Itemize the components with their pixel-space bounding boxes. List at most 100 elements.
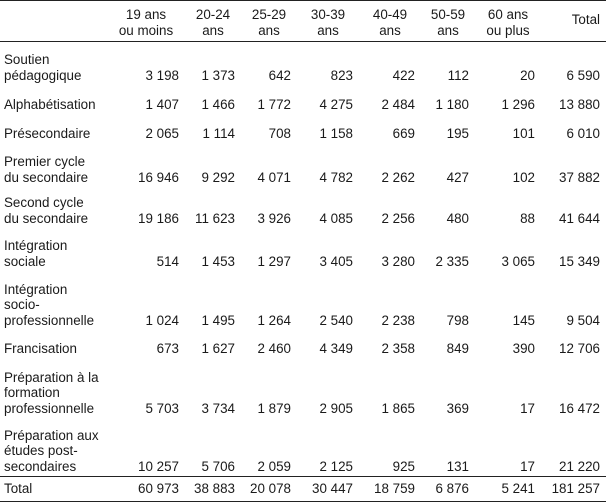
table-cell: 4 085 [319,210,353,226]
total-cell: 20 078 [250,481,291,497]
table-row: Préparation aux études post- secondaires… [0,418,606,477]
header-cell-25-29: 25-29 ans [251,7,287,38]
row-label: Francisation [4,340,77,356]
header-cell-label [0,1,107,42]
table-cell: 101 [512,125,535,141]
table-row: Soutien pédagogique 3 198 1 373 642 823 422 11… [0,42,606,85]
table-cell: 422 [392,67,415,83]
table-cell: 1 627 [201,340,235,356]
table-cell: 112 [447,67,469,83]
table-cell: 15 349 [559,253,600,269]
row-label: Préparation à la formation professionnel… [4,369,99,416]
table-cell: 2 262 [381,169,415,185]
table-cell: 669 [392,125,415,141]
table-cell: 2 484 [381,96,415,112]
table-cell: 5 703 [145,400,179,416]
header-cell-19-or-less: 19 ans ou moins [118,7,174,38]
row-label: Intégration socio- professionnelle [4,281,95,328]
total-cell: 30 447 [312,481,353,497]
table-cell: 1 865 [381,400,415,416]
table-cell: 4 071 [257,169,291,185]
table-cell: 642 [268,67,291,83]
table-cell: 798 [446,312,469,328]
table-cell: 10 257 [138,458,179,474]
table-cell: 16 946 [138,169,179,185]
row-label: Présecondaire [4,125,91,141]
table-cell: 390 [512,340,535,356]
header-cell-40-49: 40-49 ans [372,7,408,38]
table-row: Second cycle du secondaire 19 186 11 623 3 … [0,186,606,229]
table-cell: 849 [446,340,469,356]
header-cell-20-24: 20-24 ans [195,7,231,38]
table-cell: 1 296 [501,96,535,112]
total-row: Total 60 973 38 883 20 078 30 447 18 759 6 876… [0,476,606,502]
table-cell: 708 [268,125,291,141]
header-cell-50-59: 50-59 ans [430,7,466,38]
table-cell: 3 405 [319,253,353,269]
table-cell: 4 782 [319,169,353,185]
table-cell: 12 706 [559,340,600,356]
table-cell: 21 220 [559,458,600,474]
table-row: Intégration socio- professionnelle 1 024 1… [0,272,606,329]
table-cell: 19 186 [138,210,179,226]
total-row-label: Total [4,481,33,497]
table-cell: 3 926 [257,210,291,226]
table-cell: 102 [512,169,535,185]
table-cell: 5 706 [201,458,235,474]
table-cell: 2 460 [257,340,291,356]
table-cell: 2 125 [319,458,353,474]
table-cell: 6 590 [566,67,600,83]
table-cell: 2 065 [145,125,179,141]
header-cell-60-or-more: 60 ans ou plus [486,7,530,38]
header-cell-total: Total [571,11,600,27]
header-row: 19 ans ou moins 20-24 ans 25-29 ans 30-3… [0,0,606,42]
table-cell: 16 472 [559,400,600,416]
table-row: Alphabétisation 1 407 1 466 1 772 4 275 2 484… [0,84,606,115]
table-cell: 4 349 [319,340,353,356]
table-cell: 823 [330,67,353,83]
table-cell: 925 [392,458,415,474]
table-cell: 9 292 [201,169,235,185]
table-cell: 88 [520,210,535,226]
table-cell: 1 158 [319,125,353,141]
table-cell: 11 623 [195,210,235,226]
table-cell: 6 010 [566,125,600,141]
table-cell: 1 453 [201,253,235,269]
table-cell: 17 [520,400,535,416]
table-cell: 3 734 [201,400,235,416]
table-cell: 17 [520,458,535,474]
table-cell: 1 466 [201,96,235,112]
table-cell: 3 065 [501,253,535,269]
table-cell: 1 264 [257,312,291,328]
table-row: Intégration sociale 514 1 453 1 297 3 405 3 2… [0,229,606,272]
table-cell: 9 504 [566,312,600,328]
table-cell: 2 358 [381,340,415,356]
table-cell: 37 882 [559,169,600,185]
table-cell: 2 059 [257,458,291,474]
table-cell: 480 [446,210,469,226]
total-cell: 181 257 [551,481,600,497]
row-label: Préparation aux études post- secondaires [4,427,99,474]
table-cell: 2 335 [435,253,469,269]
table-cell: 1 114 [202,125,235,141]
row-label: Soutien pédagogique [4,52,82,83]
table-cell: 195 [446,125,469,141]
total-cell: 60 973 [138,481,179,497]
table-cell: 673 [156,340,179,356]
row-label: Premier cycle du secondaire [4,154,89,185]
table-cell: 20 [520,67,535,83]
table-cell: 1 180 [435,96,469,112]
row-label: Second cycle du secondaire [4,195,89,226]
table-cell: 13 880 [559,96,600,112]
table-cell: 2 238 [381,312,415,328]
table-cell: 2 540 [319,312,353,328]
table-cell: 427 [446,169,469,185]
total-cell: 5 241 [501,481,535,497]
table-row: Francisation 673 1 627 2 460 4 349 2 358 849 39… [0,329,606,359]
table-cell: 1 297 [257,253,291,269]
header-cell-30-39: 30-39 ans [310,7,346,38]
table-cell: 3 280 [381,253,415,269]
row-label: Intégration sociale [4,238,68,269]
table-cell: 1 772 [257,96,291,112]
